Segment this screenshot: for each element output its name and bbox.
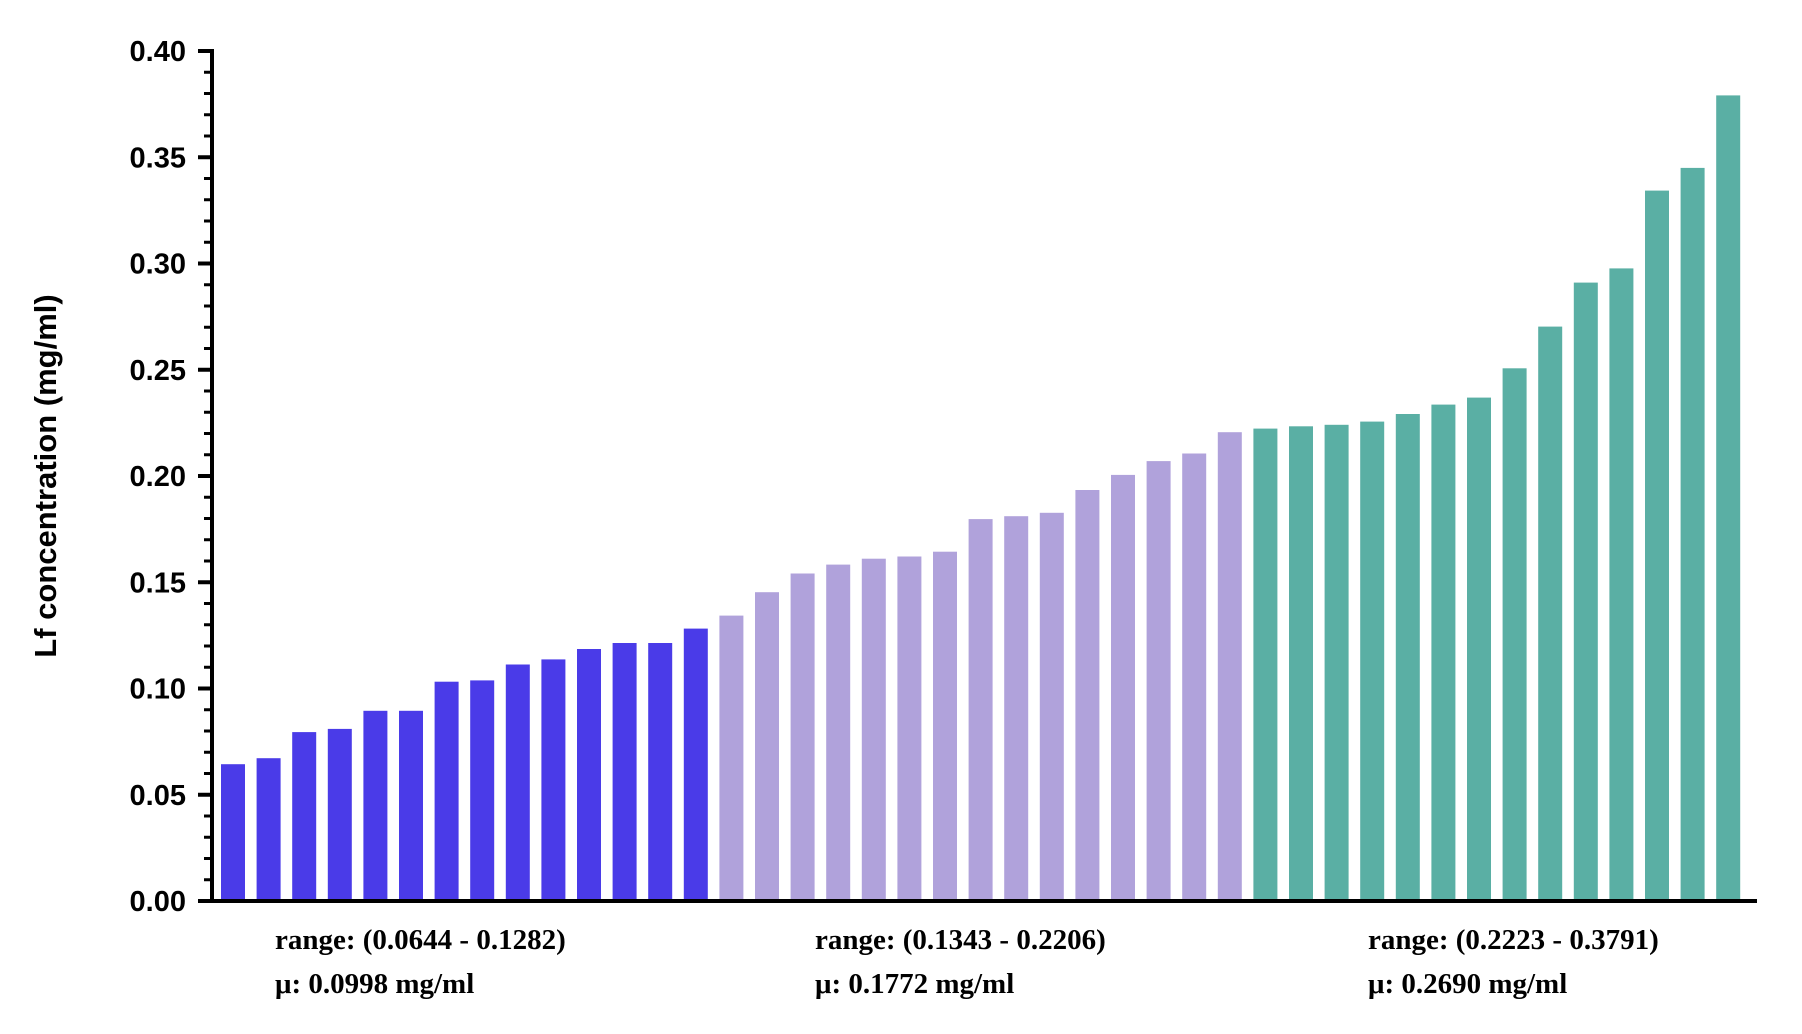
bar-group3 (1609, 268, 1634, 901)
bar-group3 (1573, 282, 1598, 902)
y-tick-label: 0.05 (130, 780, 186, 812)
bar-group2 (755, 592, 779, 901)
bars-layer (221, 95, 1741, 902)
group-range-label: range: (0.2223 - 0.3791) (1368, 924, 1659, 956)
bar-group1 (505, 664, 530, 901)
bar-group1 (221, 764, 245, 901)
group-range-label: range: (0.1343 - 0.2206) (815, 924, 1106, 956)
bar-group1 (541, 659, 566, 901)
bar-group3 (1502, 368, 1527, 901)
group-mean-label: μ: 0.0998 mg/ml (275, 968, 475, 1000)
y-tick-label: 0.10 (130, 674, 186, 706)
bar-group2 (790, 573, 815, 901)
bar-group3 (1395, 414, 1420, 901)
y-tick-label: 0.25 (130, 355, 186, 387)
bar-group3 (1431, 404, 1456, 901)
bar-group2 (1075, 490, 1100, 901)
bar-group1 (292, 732, 317, 901)
group-mean-label: μ: 0.1772 mg/ml (815, 968, 1015, 1000)
bar-group1 (399, 710, 423, 901)
bar-group2 (933, 551, 957, 901)
bar-group1 (434, 681, 459, 901)
bar-group1 (683, 628, 708, 901)
group-mean-label: μ: 0.2690 mg/ml (1368, 968, 1568, 1000)
group-annotation: range: (0.1343 - 0.2206) μ: 0.1772 mg/ml (815, 918, 1106, 1006)
bar-group2 (897, 556, 922, 901)
y-axis: 0.00 0.05 0.10 0.15 0.20 0.25 0.30 0.35 0.40 (130, 36, 214, 918)
bar-group2 (1111, 474, 1135, 901)
bar-group3 (1680, 167, 1705, 901)
bar-group3 (1360, 421, 1385, 901)
group-annotation: range: (0.0644 - 0.1282) μ: 0.0998 mg/ml (275, 918, 566, 1006)
y-tick-label: 0.00 (130, 886, 186, 918)
bar-group3 (1289, 426, 1313, 901)
y-tick-label: 0.35 (130, 142, 186, 174)
bar-group1 (470, 680, 495, 901)
group-range-label: range: (0.0644 - 0.1282) (275, 924, 566, 956)
bar-group2 (826, 564, 851, 901)
y-axis-title: Lf concentration (mg/ml) (28, 294, 63, 657)
bar-group3 (1467, 397, 1491, 901)
bar-group1 (363, 710, 388, 901)
bar-group1 (327, 728, 352, 901)
bar-group3 (1716, 95, 1741, 901)
y-tick-label: 0.30 (130, 249, 186, 281)
bar-group2 (1039, 512, 1064, 901)
bar-group3 (1538, 326, 1563, 902)
bar-group2 (1146, 461, 1171, 901)
bar-group3 (1645, 190, 1669, 902)
y-tick-label: 0.40 (130, 36, 186, 68)
bar-group1 (648, 643, 673, 901)
bar-group2 (1217, 432, 1242, 901)
bar-group1 (256, 758, 281, 901)
bar-group3 (1324, 424, 1349, 901)
bar-group1 (612, 643, 637, 901)
bar-group2 (861, 558, 886, 901)
group-annotation: range: (0.2223 - 0.3791) μ: 0.2690 mg/ml (1368, 918, 1659, 1006)
bar-group2 (968, 519, 993, 901)
bar-group2 (719, 615, 744, 901)
bar-group2 (1182, 453, 1207, 901)
bar-group2 (1004, 516, 1029, 901)
bar-group3 (1253, 428, 1278, 901)
y-tick-label: 0.15 (130, 567, 186, 599)
y-tick-label: 0.20 (130, 461, 186, 493)
bar-group1 (577, 649, 601, 901)
